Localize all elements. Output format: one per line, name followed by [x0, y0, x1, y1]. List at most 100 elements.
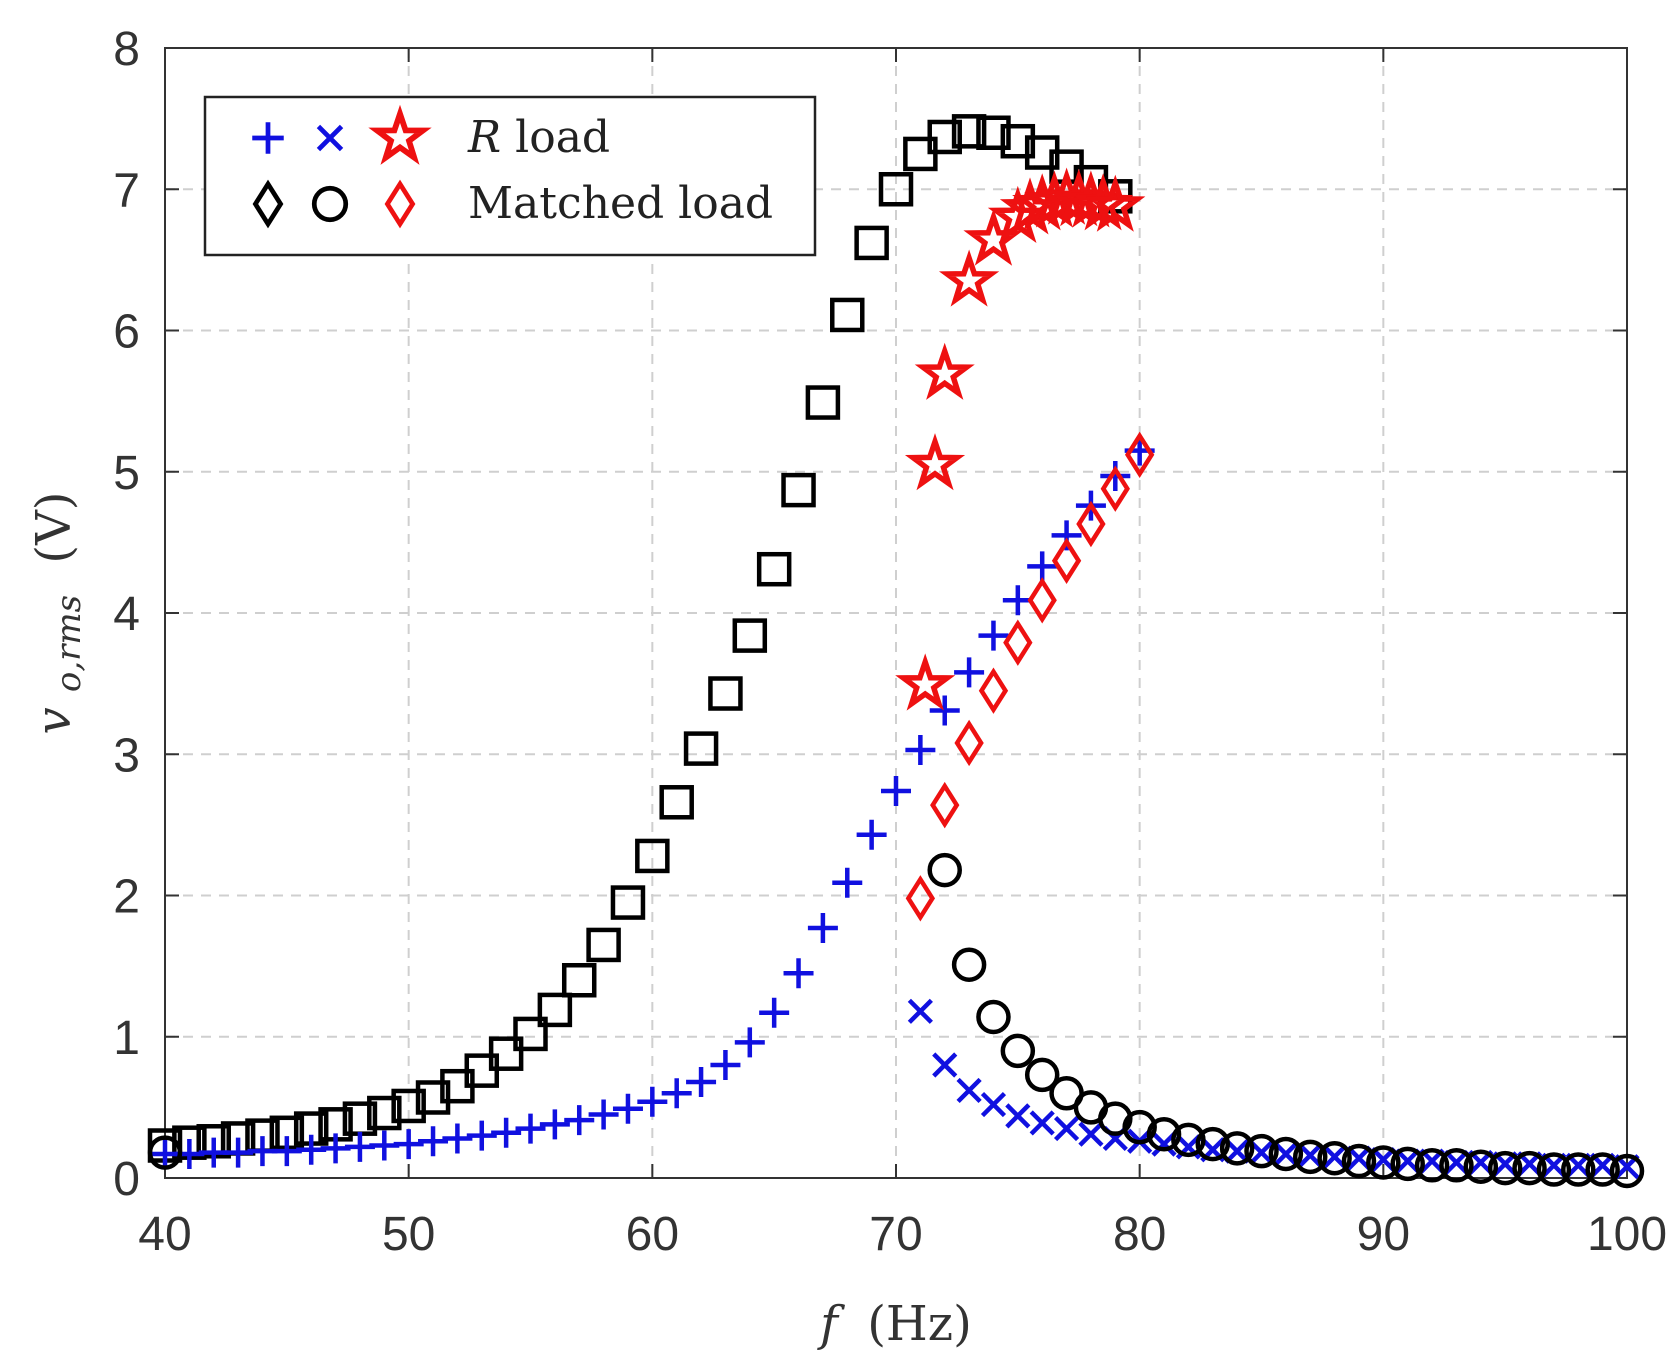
- data-point-plus: [929, 695, 960, 726]
- legend-marker-star: [368, 104, 432, 165]
- data-point-square: [367, 1095, 402, 1131]
- data-point-diamond: [1100, 465, 1130, 512]
- data-point-x: [1151, 1131, 1177, 1157]
- y-tick-label: 4: [113, 588, 140, 641]
- series-plus-group: [150, 435, 1155, 1169]
- legend-label-r-load-text: load: [501, 112, 610, 163]
- data-point-x: [1005, 1103, 1031, 1129]
- data-point-diamond: [978, 667, 1009, 714]
- data-point-star: [938, 249, 1000, 307]
- data-point-x: [907, 998, 933, 1024]
- y-tick-label: 7: [113, 164, 140, 217]
- data-point-x: [1078, 1121, 1104, 1147]
- data-point-square: [537, 992, 573, 1028]
- data-point-x: [1297, 1142, 1323, 1168]
- data-point-diamond: [1027, 577, 1057, 624]
- y-tick-label: 5: [113, 447, 140, 500]
- data-point-diamond: [905, 875, 936, 922]
- y-tick-label: 0: [113, 1153, 140, 1206]
- data-point-circle: [1268, 1136, 1304, 1172]
- y-tick-label: 1: [113, 1012, 140, 1065]
- legend-label-matched-load: Matched load: [468, 178, 773, 229]
- data-point-square: [659, 785, 694, 820]
- data-point-plus: [881, 775, 911, 806]
- x-tick-label: 50: [382, 1208, 435, 1261]
- x-tick-label: 90: [1357, 1208, 1410, 1261]
- data-point-square: [635, 838, 670, 874]
- data-point-plus: [807, 912, 838, 943]
- y-tick-label: 3: [113, 729, 140, 782]
- data-point-circle: [1439, 1148, 1474, 1183]
- data-point-x: [956, 1077, 982, 1104]
- y-tick-label: 2: [113, 871, 140, 924]
- series-diamond-group: [905, 431, 1155, 922]
- data-point-circle: [1463, 1149, 1499, 1184]
- data-point-x: [1322, 1144, 1348, 1170]
- data-point-circle: [1561, 1152, 1596, 1187]
- data-point-x: [1395, 1148, 1421, 1174]
- data-point-circle: [1000, 1033, 1036, 1069]
- data-point-star: [895, 653, 956, 711]
- data-point-star: [904, 433, 966, 491]
- data-point-square: [561, 963, 597, 998]
- x-axis-label-unit: (Hz): [867, 1296, 972, 1352]
- legend-marker-x: [316, 124, 344, 152]
- data-point-circle: [976, 999, 1011, 1035]
- data-point-plus: [564, 1105, 595, 1136]
- legend-marker-circle: [311, 185, 349, 223]
- data-point-circle: [147, 1135, 183, 1170]
- axis-ticks: 40 50 60 70 80 90 100 0 1 2 3 4 5 6 7 8: [113, 23, 1667, 1261]
- data-point-circle: [1195, 1126, 1231, 1162]
- legend-marker-diamond: [252, 179, 284, 229]
- data-point-plus: [588, 1099, 619, 1130]
- data-point-x: [1053, 1115, 1080, 1142]
- y-axis-label-subscript: o,rms: [49, 595, 89, 692]
- data-point-square: [878, 172, 914, 207]
- data-point-circle: [1366, 1145, 1401, 1180]
- x-tick-label: 100: [1587, 1208, 1667, 1261]
- x-axis-label: f (Hz): [817, 1296, 972, 1352]
- data-point-diamond: [1076, 500, 1106, 548]
- data-point-plus: [612, 1093, 643, 1124]
- data-point-plus: [954, 657, 985, 688]
- data-point-square: [708, 676, 743, 711]
- data-point-square: [586, 927, 621, 963]
- data-point-plus: [491, 1117, 522, 1148]
- data-point-x: [980, 1091, 1007, 1118]
- x-tick-label: 70: [869, 1208, 922, 1261]
- legend-markers: [252, 104, 432, 229]
- data-point-square: [488, 1036, 524, 1071]
- data-point-plus: [686, 1066, 717, 1097]
- data-point-circle: [1292, 1139, 1328, 1175]
- series-star-group: [895, 167, 1146, 711]
- data-point-circle: [1390, 1146, 1425, 1182]
- x-tick-label: 60: [626, 1208, 679, 1261]
- data-point-plus: [710, 1050, 741, 1080]
- data-point-circle: [1536, 1152, 1572, 1187]
- data-point-x: [1029, 1110, 1055, 1136]
- data-point-x: [932, 1052, 958, 1078]
- data-point-circle: [1512, 1150, 1547, 1186]
- data-point-star: [914, 342, 975, 400]
- data-point-plus: [734, 1027, 765, 1058]
- data-point-plus: [856, 819, 887, 850]
- data-point-square: [391, 1088, 426, 1124]
- x-axis-label-variable: f: [817, 1296, 845, 1352]
- data-point-square: [732, 618, 768, 653]
- data-point-diamond: [1051, 537, 1082, 584]
- data-point-star: [1085, 174, 1146, 232]
- data-point-circle: [1146, 1116, 1182, 1152]
- data-point-diamond: [930, 781, 960, 829]
- data-point-plus: [783, 958, 814, 989]
- data-point-circle: [1098, 1101, 1133, 1136]
- data-point-square: [610, 885, 646, 920]
- x-tick-label: 40: [138, 1208, 191, 1261]
- data-point-square: [781, 472, 816, 508]
- y-tick-label: 6: [113, 306, 140, 359]
- y-axis-label: v o,rms (V): [26, 492, 92, 735]
- data-point-plus: [759, 997, 790, 1028]
- data-point-square: [976, 115, 1011, 150]
- data-point-plus: [466, 1120, 497, 1151]
- data-point-plus: [905, 735, 936, 766]
- legend-marker-plus: [252, 122, 284, 154]
